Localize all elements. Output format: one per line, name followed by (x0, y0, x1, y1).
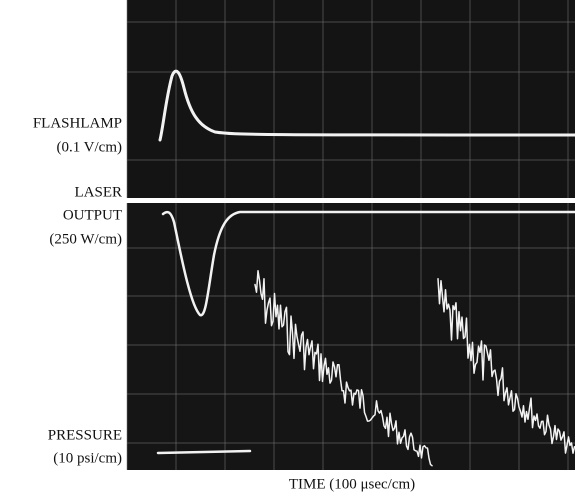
lower-screen (127, 203, 575, 470)
trace-scale: (10 psi/cm) (53, 450, 122, 466)
trace-scale: (250 W/cm) (49, 231, 122, 247)
oscilloscope-figure: FLASHLAMP (0.1 V/cm) LASER OUTPUT (250 W… (0, 0, 575, 495)
trace-scale: (0.1 V/cm) (56, 139, 122, 155)
upper-screen (127, 0, 575, 198)
trace-label: PRESSURE (48, 427, 122, 443)
trace-label: OUTPUT (63, 207, 122, 223)
trace-label: LASER (74, 184, 122, 200)
trace-label: FLASHLAMP (33, 115, 122, 131)
x-axis-label: TIME (100 μsec/cm) (289, 476, 415, 492)
